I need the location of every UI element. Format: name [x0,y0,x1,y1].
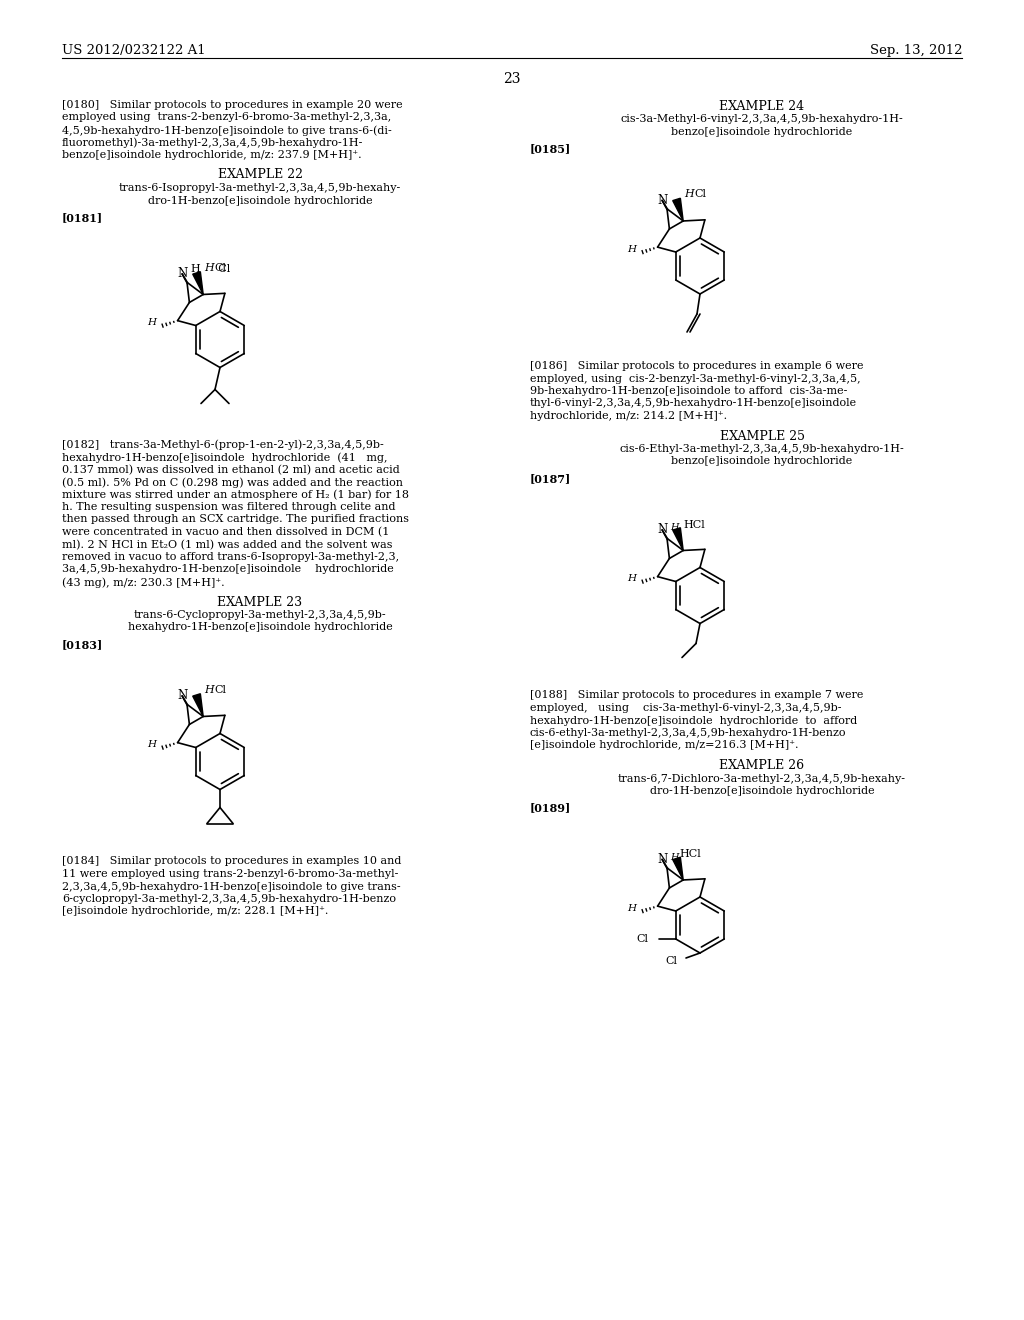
Text: fluoromethyl)-3a-methyl-2,3,3a,4,5,9b-hexahydro-1H-: fluoromethyl)-3a-methyl-2,3,3a,4,5,9b-he… [62,137,364,148]
Polygon shape [673,857,683,880]
Text: 9b-hexahydro-1H-benzo[e]isoindole to afford  cis-3a-me-: 9b-hexahydro-1H-benzo[e]isoindole to aff… [530,385,848,396]
Text: [0186]   Similar protocols to procedures in example 6 were: [0186] Similar protocols to procedures i… [530,360,863,371]
Text: [e]isoindole hydrochloride, m/z: 228.1 [M+H]⁺.: [e]isoindole hydrochloride, m/z: 228.1 [… [62,907,329,916]
Text: (43 mg), m/z: 230.3 [M+H]⁺.: (43 mg), m/z: 230.3 [M+H]⁺. [62,577,224,587]
Text: cis-6-Ethyl-3a-methyl-2,3,3a,4,5,9b-hexahydro-1H-: cis-6-Ethyl-3a-methyl-2,3,3a,4,5,9b-hexa… [620,444,904,454]
Text: hexahydro-1H-benzo[e]isoindole  hydrochloride  (41   mg,: hexahydro-1H-benzo[e]isoindole hydrochlo… [62,451,387,462]
Text: benzo[e]isoindole hydrochloride: benzo[e]isoindole hydrochloride [672,457,853,466]
Text: cis-6-ethyl-3a-methyl-2,3,3a,4,5,9b-hexahydro-1H-benzo: cis-6-ethyl-3a-methyl-2,3,3a,4,5,9b-hexa… [530,729,847,738]
Text: Cl: Cl [214,685,226,694]
Text: [0180]   Similar protocols to procedures in example 20 were: [0180] Similar protocols to procedures i… [62,100,402,110]
Text: dro-1H-benzo[e]isoindole hydrochloride: dro-1H-benzo[e]isoindole hydrochloride [147,195,373,206]
Text: [0187]: [0187] [530,473,571,484]
Text: h. The resulting suspension was filtered through celite and: h. The resulting suspension was filtered… [62,502,395,512]
Text: H: H [670,853,679,862]
Text: benzo[e]isoindole hydrochloride: benzo[e]isoindole hydrochloride [672,127,853,137]
Text: employed,   using    cis-3a-methyl-6-vinyl-2,3,3a,4,5,9b-: employed, using cis-3a-methyl-6-vinyl-2,… [530,704,842,713]
Polygon shape [673,528,683,550]
Text: Sep. 13, 2012: Sep. 13, 2012 [869,44,962,57]
Text: [0181]: [0181] [62,213,103,223]
Text: ml). 2 N HCl in Et₂O (1 ml) was added and the solvent was: ml). 2 N HCl in Et₂O (1 ml) was added an… [62,540,392,550]
Text: US 2012/0232122 A1: US 2012/0232122 A1 [62,44,206,57]
Text: 23: 23 [503,73,521,86]
Text: N: N [657,194,668,207]
Text: Cl: Cl [214,263,226,273]
Text: [0189]: [0189] [530,803,571,813]
Text: cis-3a-Methyl-6-vinyl-2,3,3a,4,5,9b-hexahydro-1H-: cis-3a-Methyl-6-vinyl-2,3,3a,4,5,9b-hexa… [621,115,903,124]
Text: EXAMPLE 26: EXAMPLE 26 [720,759,805,772]
Text: 3a,4,5,9b-hexahydro-1H-benzo[e]isoindole    hydrochloride: 3a,4,5,9b-hexahydro-1H-benzo[e]isoindole… [62,565,394,574]
Text: H: H [147,741,156,750]
Text: then passed through an SCX cartridge. The purified fractions: then passed through an SCX cartridge. Th… [62,515,409,524]
Text: Cl: Cl [665,956,677,966]
Text: H: H [684,189,694,199]
Text: trans-6-Cyclopropyl-3a-methyl-2,3,3a,4,5,9b-: trans-6-Cyclopropyl-3a-methyl-2,3,3a,4,5… [134,610,386,620]
Text: N: N [657,853,668,866]
Text: H     Cl: H Cl [190,264,229,275]
Text: employed using  trans-2-benzyl-6-bromo-3a-methyl-2,3,3a,: employed using trans-2-benzyl-6-bromo-3a… [62,112,391,123]
Text: EXAMPLE 24: EXAMPLE 24 [720,100,805,114]
Text: mixture was stirred under an atmosphere of H₂ (1 bar) for 18: mixture was stirred under an atmosphere … [62,490,409,500]
Text: H: H [627,244,636,253]
Text: [0185]: [0185] [530,144,571,154]
Text: employed, using  cis-2-benzyl-3a-methyl-6-vinyl-2,3,3a,4,5,: employed, using cis-2-benzyl-3a-methyl-6… [530,374,860,384]
Text: HCl: HCl [683,520,705,529]
Text: H: H [627,574,636,583]
Text: 0.137 mmol) was dissolved in ethanol (2 ml) and acetic acid: 0.137 mmol) was dissolved in ethanol (2 … [62,465,399,475]
Text: dro-1H-benzo[e]isoindole hydrochloride: dro-1H-benzo[e]isoindole hydrochloride [649,785,874,796]
Text: [0182]   trans-3a-Methyl-6-(prop-1-en-2-yl)-2,3,3a,4,5,9b-: [0182] trans-3a-Methyl-6-(prop-1-en-2-yl… [62,440,384,450]
Text: H: H [204,263,214,273]
Text: EXAMPLE 23: EXAMPLE 23 [217,595,302,609]
Text: N: N [177,689,187,702]
Text: Cl: Cl [694,189,707,199]
Text: HCl: HCl [679,849,701,859]
Text: trans-6,7-Dichloro-3a-methyl-2,3,3a,4,5,9b-hexahy-: trans-6,7-Dichloro-3a-methyl-2,3,3a,4,5,… [618,774,906,784]
Text: N: N [657,524,668,536]
Text: 11 were employed using trans-2-benzyl-6-bromo-3a-methyl-: 11 were employed using trans-2-benzyl-6-… [62,869,398,879]
Text: H: H [670,524,679,532]
Text: [0188]   Similar protocols to procedures in example 7 were: [0188] Similar protocols to procedures i… [530,690,863,701]
Text: were concentrated in vacuo and then dissolved in DCM (1: were concentrated in vacuo and then diss… [62,527,389,537]
Text: EXAMPLE 22: EXAMPLE 22 [217,169,302,181]
Text: Cl: Cl [637,935,649,944]
Text: removed in vacuo to afford trans-6-Isopropyl-3a-methyl-2,3,: removed in vacuo to afford trans-6-Isopr… [62,552,399,562]
Text: hexahydro-1H-benzo[e]isoindole hydrochloride: hexahydro-1H-benzo[e]isoindole hydrochlo… [128,623,392,632]
Text: N: N [177,268,187,280]
Text: [e]isoindole hydrochloride, m/z=216.3 [M+H]⁺.: [e]isoindole hydrochloride, m/z=216.3 [M… [530,741,799,751]
Text: EXAMPLE 25: EXAMPLE 25 [720,429,805,442]
Text: thyl-6-vinyl-2,3,3a,4,5,9b-hexahydro-1H-benzo[e]isoindole: thyl-6-vinyl-2,3,3a,4,5,9b-hexahydro-1H-… [530,399,857,408]
Text: hexahydro-1H-benzo[e]isoindole  hydrochloride  to  afford: hexahydro-1H-benzo[e]isoindole hydrochlo… [530,715,857,726]
Text: (0.5 ml). 5% Pd on C (0.298 mg) was added and the reaction: (0.5 ml). 5% Pd on C (0.298 mg) was adde… [62,477,403,487]
Text: [0184]   Similar protocols to procedures in examples 10 and: [0184] Similar protocols to procedures i… [62,857,401,866]
Polygon shape [193,694,203,717]
Text: H: H [627,904,636,912]
Text: hydrochloride, m/z: 214.2 [M+H]⁺.: hydrochloride, m/z: 214.2 [M+H]⁺. [530,411,727,421]
Text: 6-cyclopropyl-3a-methyl-2,3,3a,4,5,9b-hexahydro-1H-benzo: 6-cyclopropyl-3a-methyl-2,3,3a,4,5,9b-he… [62,894,396,904]
Polygon shape [193,272,203,294]
Text: 2,3,3a,4,5,9b-hexahydro-1H-benzo[e]isoindole to give trans-: 2,3,3a,4,5,9b-hexahydro-1H-benzo[e]isoin… [62,882,400,891]
Text: H: H [147,318,156,327]
Text: H: H [204,685,214,694]
Text: trans-6-Isopropyl-3a-methyl-2,3,3a,4,5,9b-hexahy-: trans-6-Isopropyl-3a-methyl-2,3,3a,4,5,9… [119,183,401,193]
Text: benzo[e]isoindole hydrochloride, m/z: 237.9 [M+H]⁺.: benzo[e]isoindole hydrochloride, m/z: 23… [62,150,361,160]
Polygon shape [673,198,683,220]
Text: [0183]: [0183] [62,639,103,649]
Text: 4,5,9b-hexahydro-1H-benzo[e]isoindole to give trans-6-(di-: 4,5,9b-hexahydro-1H-benzo[e]isoindole to… [62,125,392,136]
